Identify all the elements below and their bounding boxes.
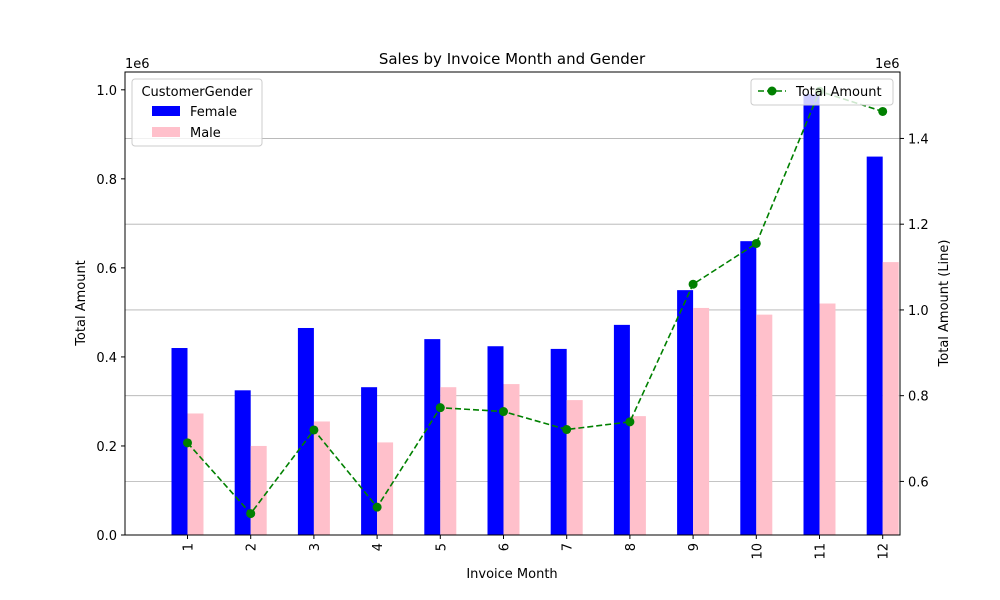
bar-female-6: [487, 346, 504, 535]
x-tick-label-2: 2: [245, 543, 260, 551]
y-axis-label: Total Amount: [74, 260, 89, 347]
line-point-5: [435, 403, 445, 413]
x-tick-label-12: 12: [877, 543, 892, 560]
legend-swatch-female: [152, 106, 180, 116]
bars: [171, 94, 899, 535]
legend-label-total-amount: Total Amount: [795, 85, 882, 100]
line-point-2: [246, 509, 256, 519]
bar-male-2: [250, 445, 267, 535]
x-tick-label-10: 10: [750, 543, 765, 560]
x-tick-label-7: 7: [561, 543, 576, 551]
bar-legend-title: CustomerGender: [141, 85, 253, 100]
bar-female-2: [234, 390, 251, 535]
y-tick-label-0.6: 0.6: [96, 262, 117, 277]
y-tick-label-0.4: 0.4: [96, 351, 117, 366]
x-tick-label-6: 6: [498, 543, 513, 551]
y2-axis-label: Total Amount (Line): [937, 240, 952, 368]
x-tick-label-11: 11: [814, 543, 829, 560]
legend-label-male: Male: [190, 126, 221, 141]
bar-female-9: [677, 290, 694, 535]
line-point-10: [751, 238, 761, 248]
line-point-12: [878, 106, 888, 116]
bar-male-8: [629, 416, 646, 535]
bar-female-3: [297, 327, 314, 535]
bar-male-10: [756, 314, 773, 535]
x-axis-label: Invoice Month: [466, 567, 557, 582]
y-tick-label-0.2: 0.2: [96, 440, 117, 455]
line-path: [186, 90, 883, 515]
bar-male-4: [377, 442, 394, 535]
line-point-6: [499, 407, 508, 417]
line-legend-frame: [750, 78, 894, 106]
y-axis-ticks: 0.0 0.2 0.4 0.6 0.8 1.0: [96, 84, 125, 544]
total-amount-line: [183, 86, 888, 519]
legend-line-marker: [767, 86, 777, 96]
line-point-7: [562, 425, 572, 435]
line-point-3: [309, 425, 319, 435]
bar-female-11: [803, 94, 820, 535]
legend-label-female: Female: [190, 105, 237, 120]
bar-male-6: [503, 384, 520, 535]
line-point-1: [183, 438, 192, 448]
y2-axis-ticks: 0.6 0.8 1.0 1.2 1.4: [900, 132, 929, 490]
bar-male-5: [440, 387, 457, 535]
plot-frame: [124, 71, 901, 536]
y2-tick-label-0.6: 0.6: [908, 475, 929, 490]
bar-female-8: [613, 324, 630, 535]
y-axis-multiplier: 1e6: [125, 57, 150, 72]
line-legend: Total Amount: [750, 78, 894, 106]
bar-male-12: [882, 262, 899, 535]
bar-female-1: [171, 348, 188, 535]
chart-title: Sales by Invoice Month and Gender: [379, 50, 646, 68]
bar-female-10: [740, 241, 757, 535]
x-tick-label-8: 8: [624, 543, 639, 551]
y2-tick-label-0.8: 0.8: [908, 390, 929, 405]
bar-female-5: [424, 339, 441, 535]
bar-female-12: [866, 156, 883, 535]
legend-swatch-male: [152, 127, 180, 137]
y2-tick-label-1.0: 1.0: [908, 304, 929, 319]
bar-male-3: [313, 421, 330, 535]
bar-female-4: [361, 387, 378, 535]
bar-male-11: [819, 303, 836, 535]
bar-male-7: [566, 400, 583, 535]
x-tick-label-4: 4: [371, 543, 386, 551]
x-tick-label-3: 3: [308, 543, 323, 551]
y-tick-label-0.8: 0.8: [96, 173, 117, 188]
x-axis-ticks: 1 2 3 4 5 6 7 8 9 10 11 12: [182, 535, 892, 560]
bar-legend: CustomerGender Female Male: [131, 78, 263, 147]
y2-axis-multiplier: 1e6: [875, 57, 900, 72]
bar-female-7: [550, 348, 567, 535]
line-point-4: [372, 502, 382, 512]
x-tick-label-9: 9: [687, 543, 702, 551]
bar-male-1: [187, 413, 204, 535]
line-point-8: [625, 417, 635, 427]
line-point-9: [688, 279, 698, 289]
bar-male-9: [693, 307, 710, 535]
x-tick-label-5: 5: [434, 543, 449, 551]
y-tick-label-0.0: 0.0: [96, 529, 117, 544]
y-tick-label-1.0: 1.0: [96, 84, 117, 99]
y2-tick-label-1.2: 1.2: [908, 218, 929, 233]
x-tick-label-1: 1: [182, 543, 197, 551]
y2-tick-label-1.4: 1.4: [908, 132, 929, 147]
